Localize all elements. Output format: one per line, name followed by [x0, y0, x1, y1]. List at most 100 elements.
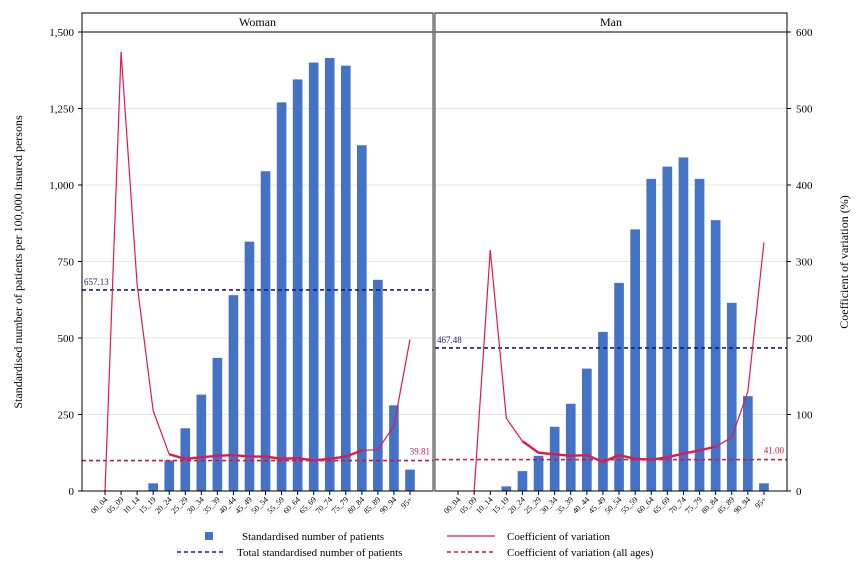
bar [405, 469, 415, 491]
x-tick-label: 50_54 [603, 495, 624, 516]
bar [614, 282, 624, 491]
panel-woman: Woman 657.13 39.81 00_0405_0910_1415_1920_2… [81, 12, 434, 516]
x-tick-label: 25_29 [522, 495, 543, 516]
bar [582, 368, 592, 491]
x-tick-label: 75_79 [683, 495, 704, 516]
x-tick-label: 45_49 [233, 495, 254, 516]
x-tick-label: 30_34 [185, 495, 206, 516]
bar [694, 178, 705, 491]
x-tick-label: 95+ [753, 495, 769, 511]
bar [148, 483, 158, 491]
bar [678, 157, 689, 491]
x-tick-label: 55_59 [265, 495, 286, 516]
x-tick-label: 45_49 [587, 495, 608, 516]
legend-label: Standardised number of patients [242, 531, 384, 543]
right-axis-tick-label: 300 [796, 257, 813, 269]
x-tick-label: 40_44 [571, 495, 592, 516]
cv-line-thick [168, 449, 363, 462]
right-axis-title: Coefficient of variation (%) [837, 195, 851, 328]
left-axis-tick-label: 750 [58, 257, 75, 269]
legend-label: Coefficient of variation [507, 531, 611, 543]
x-tick-label: 80_84 [700, 495, 721, 516]
x-tick-label: 65_69 [651, 495, 672, 516]
bar [324, 58, 335, 491]
x-tick-label: 60_64 [635, 495, 656, 516]
x-tick-label: 05_09 [105, 495, 126, 516]
left-axis-tick-label: 1,000 [49, 180, 74, 192]
panel-title: Man [600, 15, 622, 29]
right-axis-tick-label: 600 [796, 27, 813, 39]
legend-item: Coefficient of variation (all ages) [447, 547, 654, 559]
x-tick-label: 30_34 [539, 495, 560, 516]
bar [373, 279, 383, 491]
x-tick-label: 20_24 [153, 495, 174, 516]
bar [598, 331, 608, 491]
x-tick-label: 55_59 [619, 495, 640, 516]
right-axis-tick-label: 500 [796, 104, 813, 116]
cv-all-line-label: 41.00 [764, 446, 785, 456]
x-tick-label: 15_19 [490, 495, 511, 516]
x-tick-label: 80_84 [346, 495, 367, 516]
x-tick-label: 50_54 [249, 495, 270, 516]
right-axis: 0 100 200 300 400 500 600 [787, 27, 813, 498]
right-axis-tick-label: 400 [796, 180, 813, 192]
bar [357, 145, 367, 491]
cv-line-thick [521, 440, 716, 464]
x-tick-label: 10_14 [474, 495, 495, 516]
legend-label: Coefficient of variation (all ages) [507, 547, 654, 559]
bar [533, 455, 544, 491]
x-tick-label: 85_89 [362, 495, 383, 516]
x-tick-label: 20_24 [506, 495, 527, 516]
left-axis-tick-label: 250 [58, 410, 75, 422]
bar [759, 483, 769, 491]
bar [565, 403, 576, 491]
legend: Standardised number of patients Coefficie… [177, 531, 654, 559]
bar [662, 166, 673, 491]
bar [244, 241, 255, 491]
bar [196, 394, 207, 491]
bar [726, 302, 737, 491]
bar [164, 460, 175, 491]
x-tick-label: 15_19 [137, 495, 158, 516]
right-axis-tick-label: 0 [796, 486, 802, 498]
x-tick-label: 95+ [399, 495, 415, 511]
right-axis-tick-label: 100 [796, 410, 813, 422]
total-line-label: 657.13 [84, 277, 109, 287]
left-axis: 0 250 500 750 1,000 1,250 1,500 [49, 27, 82, 498]
bar [710, 220, 721, 491]
left-axis-tick-label: 500 [58, 333, 75, 345]
x-tick-label: 70_74 [314, 495, 335, 516]
right-axis-tick-label: 200 [796, 333, 813, 345]
bar [308, 62, 319, 491]
x-tick-label: 35_39 [201, 495, 222, 516]
x-tick-label: 70_74 [667, 495, 688, 516]
x-tick-label: 05_09 [458, 495, 479, 516]
bar [517, 471, 528, 491]
x-tick-label: 90_94 [378, 495, 399, 516]
bar [501, 486, 512, 491]
x-tick-label: 65_69 [298, 495, 319, 516]
x-tick-label: 75_79 [330, 495, 351, 516]
bar [260, 171, 271, 492]
legend-swatch [205, 532, 213, 540]
legend-label: Total standardised number of patients [237, 547, 402, 559]
panel-man: Man 467.48 41.00 00_0405_0910_1415_1920_242… [434, 12, 788, 516]
x-tick-label: 60_64 [282, 495, 303, 516]
left-axis-title: Standardised number of patients per 100,… [11, 115, 25, 409]
x-tick-label: 10_14 [121, 495, 142, 516]
x-tick-label: 90_94 [732, 495, 753, 516]
bar [276, 102, 287, 491]
left-axis-tick-label: 1,250 [49, 104, 74, 116]
x-tick-label: 35_39 [555, 495, 576, 516]
x-tick-label: 40_44 [217, 495, 238, 516]
bar [292, 79, 303, 492]
bar [389, 405, 399, 491]
left-axis-tick-label: 0 [69, 486, 75, 498]
panel-title: Woman [239, 15, 276, 29]
x-tick-label: 85_89 [716, 495, 737, 516]
cv-all-line-label: 39.81 [410, 447, 430, 457]
bar [228, 295, 239, 491]
bar [340, 65, 351, 491]
legend-item: Total standardised number of patients [177, 547, 402, 559]
x-tick-label: 25_29 [169, 495, 190, 516]
